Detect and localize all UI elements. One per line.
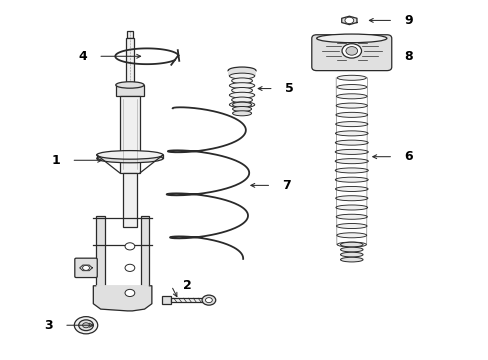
FancyBboxPatch shape (161, 296, 171, 305)
Ellipse shape (335, 131, 367, 136)
Circle shape (205, 298, 212, 303)
Ellipse shape (336, 233, 366, 238)
Ellipse shape (232, 102, 251, 107)
FancyBboxPatch shape (171, 298, 203, 302)
FancyBboxPatch shape (120, 96, 140, 173)
Ellipse shape (229, 102, 254, 108)
Circle shape (345, 46, 357, 55)
Ellipse shape (335, 149, 367, 154)
FancyBboxPatch shape (141, 216, 149, 286)
Ellipse shape (335, 122, 367, 127)
Text: 2: 2 (182, 279, 191, 292)
Circle shape (125, 243, 135, 250)
Ellipse shape (340, 247, 362, 252)
Text: 5: 5 (285, 82, 293, 95)
Circle shape (82, 265, 89, 270)
Ellipse shape (335, 140, 367, 145)
Ellipse shape (231, 97, 252, 103)
Circle shape (341, 44, 361, 58)
Ellipse shape (231, 78, 252, 84)
Ellipse shape (335, 196, 367, 201)
Ellipse shape (340, 252, 362, 257)
Ellipse shape (336, 214, 366, 219)
Ellipse shape (316, 34, 386, 42)
Ellipse shape (229, 83, 254, 89)
Ellipse shape (337, 242, 366, 247)
Circle shape (202, 295, 215, 305)
Circle shape (74, 317, 98, 334)
Ellipse shape (336, 85, 366, 90)
Ellipse shape (335, 112, 367, 117)
Ellipse shape (335, 205, 367, 210)
Polygon shape (93, 286, 152, 311)
Polygon shape (341, 16, 356, 24)
Ellipse shape (335, 177, 367, 182)
Circle shape (125, 289, 135, 297)
Text: 7: 7 (282, 179, 291, 192)
Ellipse shape (335, 168, 367, 173)
Ellipse shape (340, 242, 362, 247)
Text: 6: 6 (404, 150, 412, 163)
FancyBboxPatch shape (127, 31, 132, 38)
Text: 8: 8 (404, 50, 412, 63)
Ellipse shape (340, 257, 362, 262)
Ellipse shape (97, 150, 163, 159)
Ellipse shape (116, 82, 144, 88)
FancyBboxPatch shape (75, 258, 97, 278)
Text: 9: 9 (404, 14, 412, 27)
Text: 3: 3 (44, 319, 53, 332)
FancyBboxPatch shape (125, 38, 134, 85)
Ellipse shape (336, 103, 366, 108)
Ellipse shape (231, 87, 252, 93)
FancyBboxPatch shape (122, 173, 137, 226)
Polygon shape (80, 265, 92, 271)
Ellipse shape (229, 92, 254, 98)
Ellipse shape (229, 73, 254, 79)
Ellipse shape (227, 67, 256, 74)
Ellipse shape (334, 159, 367, 164)
FancyBboxPatch shape (116, 85, 144, 96)
Circle shape (79, 320, 93, 330)
Ellipse shape (336, 94, 366, 99)
Ellipse shape (337, 75, 366, 80)
Circle shape (82, 323, 89, 328)
FancyBboxPatch shape (311, 35, 391, 71)
Ellipse shape (314, 49, 388, 65)
FancyBboxPatch shape (227, 71, 256, 76)
Ellipse shape (232, 107, 251, 112)
Circle shape (344, 17, 353, 24)
Text: 1: 1 (51, 154, 60, 167)
Ellipse shape (335, 186, 367, 192)
Ellipse shape (232, 111, 251, 116)
Circle shape (125, 264, 135, 271)
Text: 4: 4 (78, 50, 87, 63)
FancyBboxPatch shape (96, 216, 104, 286)
Ellipse shape (97, 154, 163, 163)
Ellipse shape (336, 224, 366, 229)
